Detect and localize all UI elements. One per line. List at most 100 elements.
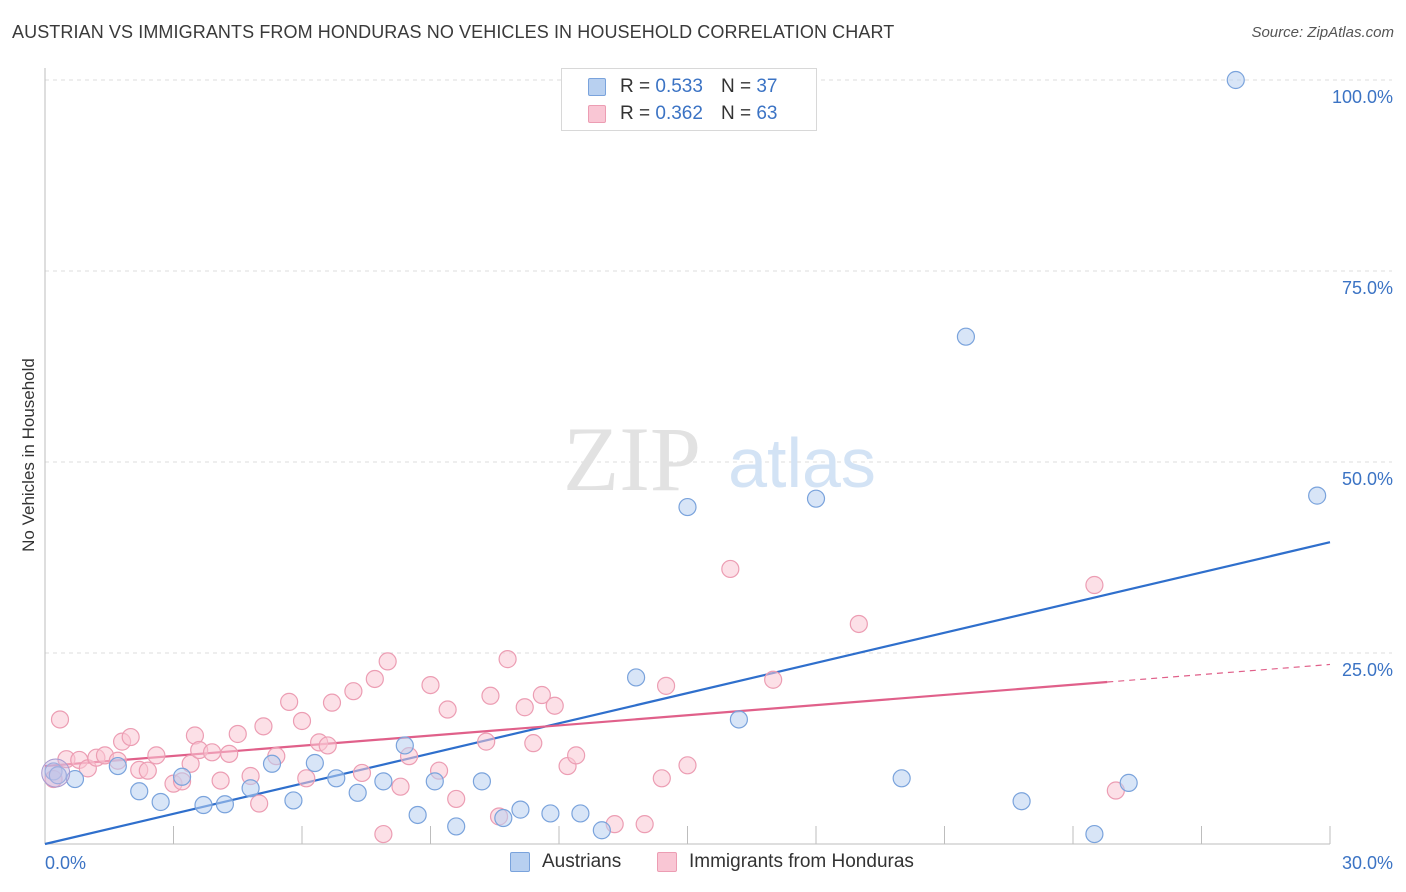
point-austrians <box>472 772 491 791</box>
point-austrians <box>327 769 346 788</box>
legend-r-label: R = <box>620 76 651 97</box>
legend-label-honduras: Immigrants from Honduras <box>689 851 914 872</box>
y-tick-label: 100.0% <box>1332 87 1393 107</box>
point-honduras <box>228 724 247 744</box>
point-honduras <box>567 746 586 765</box>
point-austrians <box>305 753 324 773</box>
point-austrians <box>571 804 590 823</box>
point-honduras <box>297 769 316 788</box>
point-austrians <box>172 767 192 786</box>
point-austrians <box>284 791 303 810</box>
point-honduras <box>365 669 384 689</box>
point-austrians <box>541 804 560 823</box>
point-austrians <box>447 817 466 836</box>
point-austrians <box>425 772 444 791</box>
point-honduras <box>678 756 697 775</box>
point-austrians <box>1012 792 1031 811</box>
point-honduras <box>498 650 517 669</box>
point-austrians <box>892 769 911 788</box>
point-honduras <box>352 763 372 783</box>
point-honduras <box>254 717 273 736</box>
point-honduras <box>652 769 671 788</box>
point-austrians <box>130 782 149 801</box>
legend-n-value: 63 <box>756 103 778 124</box>
point-austrians <box>494 808 513 828</box>
point-austrians <box>1308 486 1327 505</box>
point-austrians <box>108 756 127 776</box>
legend-swatch-honduras <box>657 852 677 872</box>
point-honduras <box>147 746 166 765</box>
point-honduras <box>378 652 397 671</box>
point-honduras <box>849 614 868 634</box>
point-austrians <box>408 805 427 825</box>
legend-swatch-honduras <box>588 105 606 123</box>
point-austrians <box>626 668 646 687</box>
point-honduras <box>1085 575 1104 595</box>
point-honduras <box>292 711 312 731</box>
point-austrians <box>48 766 67 785</box>
x-tick-label: 0.0% <box>45 853 86 873</box>
point-austrians <box>194 795 213 815</box>
legend-swatch-austrians <box>588 78 606 96</box>
point-honduras <box>322 693 342 712</box>
point-honduras <box>250 794 269 813</box>
legend-n-label: N = <box>720 76 752 97</box>
watermark: ZIP atlas <box>563 408 876 510</box>
legend-swatch-austrians <box>510 852 530 872</box>
watermark-atlas: atlas <box>728 424 876 502</box>
legend-row-austrians: R = 0.533 N = 37 <box>588 75 777 99</box>
trendline-austrians <box>44 541 1331 846</box>
legend-n-value: 37 <box>756 76 778 97</box>
point-austrians <box>956 327 976 346</box>
point-honduras <box>211 771 230 790</box>
point-austrians <box>729 710 749 729</box>
point-honduras <box>545 696 564 715</box>
point-honduras <box>481 686 500 705</box>
point-austrians <box>374 772 393 791</box>
point-honduras <box>524 734 543 753</box>
point-austrians <box>395 736 414 755</box>
point-honduras <box>635 815 654 834</box>
point-honduras <box>764 670 783 689</box>
point-honduras <box>721 559 740 579</box>
point-austrians <box>348 783 367 802</box>
correlation-legend: R = 0.533 N = 37 R = 0.362 N = 63 <box>561 68 817 131</box>
point-honduras <box>220 744 239 763</box>
point-honduras <box>344 682 363 701</box>
y-tick-labels: 25.0% 50.0% 75.0% 100.0% <box>1332 87 1393 680</box>
grid-lines <box>45 79 1392 654</box>
point-austrians <box>65 769 85 789</box>
trendline-honduras-extension <box>1107 663 1331 683</box>
x-tick-labels: 0.0% 30.0% <box>45 853 1393 873</box>
legend-label-austrians: Austrians <box>542 851 622 872</box>
point-honduras <box>318 736 337 755</box>
source-label: Source: ZipAtlas.com <box>1251 24 1394 41</box>
y-tick-label: 75.0% <box>1342 278 1393 298</box>
data-points <box>41 70 1327 844</box>
legend-item-austrians: Austrians <box>510 851 621 873</box>
point-honduras <box>656 676 676 695</box>
point-honduras <box>477 732 496 751</box>
watermark-zip: ZIP <box>563 408 701 510</box>
point-cluster <box>41 758 71 788</box>
point-honduras <box>181 754 200 773</box>
point-austrians <box>511 800 530 819</box>
point-austrians <box>215 795 234 814</box>
point-honduras <box>374 824 393 844</box>
x-tick-label: 30.0% <box>1342 853 1393 873</box>
series-legend: Austrians Immigrants from Honduras <box>0 851 1406 877</box>
point-honduras <box>50 710 70 729</box>
point-austrians <box>678 497 697 517</box>
point-austrians <box>1226 70 1245 90</box>
legend-row-honduras: R = 0.362 N = 63 <box>588 102 777 126</box>
point-austrians <box>151 792 170 812</box>
point-austrians <box>806 489 826 508</box>
legend-item-honduras: Immigrants from Honduras <box>657 851 914 873</box>
point-honduras <box>121 727 140 747</box>
trend-lines <box>44 541 1331 846</box>
legend-r-value: 0.362 <box>655 103 703 124</box>
y-axis-label: No Vehicles in Household <box>19 358 38 552</box>
chart-title: AUSTRIAN VS IMMIGRANTS FROM HONDURAS NO … <box>12 22 895 42</box>
point-honduras <box>202 743 222 762</box>
